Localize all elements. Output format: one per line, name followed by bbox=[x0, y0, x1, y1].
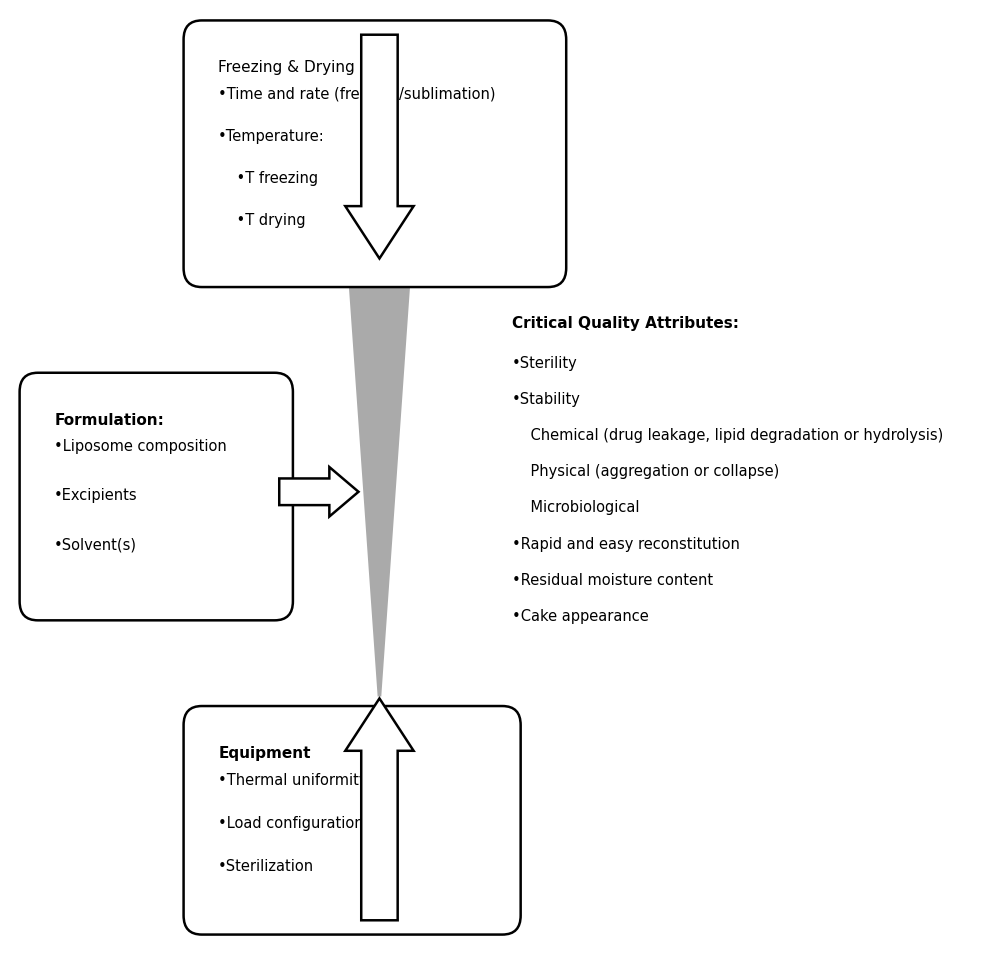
Text: •Sterilization: •Sterilization bbox=[218, 860, 314, 874]
FancyArrow shape bbox=[279, 467, 358, 517]
Text: Microbiological: Microbiological bbox=[511, 500, 638, 516]
Text: •Liposome composition: •Liposome composition bbox=[54, 439, 226, 455]
Text: Chemical (drug leakage, lipid degradation or hydrolysis): Chemical (drug leakage, lipid degradatio… bbox=[511, 428, 942, 443]
FancyBboxPatch shape bbox=[20, 372, 293, 621]
Text: Physical (aggregation or collapse): Physical (aggregation or collapse) bbox=[511, 464, 778, 479]
Text: Formulation:: Formulation: bbox=[54, 413, 164, 428]
FancyArrow shape bbox=[345, 34, 413, 259]
Text: Freezing & Drying: Freezing & Drying bbox=[218, 60, 355, 75]
Text: •Cake appearance: •Cake appearance bbox=[511, 609, 647, 624]
Text: •Solvent(s): •Solvent(s) bbox=[54, 538, 137, 553]
Text: •T drying: •T drying bbox=[218, 213, 306, 228]
Text: •Residual moisture content: •Residual moisture content bbox=[511, 573, 712, 587]
Text: •T freezing: •T freezing bbox=[218, 171, 318, 186]
Text: •Sterility: •Sterility bbox=[511, 355, 577, 371]
Text: •Load configuration: •Load configuration bbox=[218, 816, 364, 831]
Text: Critical Quality Attributes:: Critical Quality Attributes: bbox=[511, 315, 737, 330]
Text: •Temperature:: •Temperature: bbox=[218, 129, 325, 144]
Text: •Excipients: •Excipients bbox=[54, 488, 137, 503]
Text: •Stability: •Stability bbox=[511, 392, 580, 407]
Polygon shape bbox=[348, 268, 411, 696]
Text: •Time and rate (freezing/sublimation): •Time and rate (freezing/sublimation) bbox=[218, 87, 495, 102]
Text: •Rapid and easy reconstitution: •Rapid and easy reconstitution bbox=[511, 537, 738, 552]
FancyBboxPatch shape bbox=[183, 706, 520, 935]
Text: Equipment: Equipment bbox=[218, 746, 311, 761]
FancyArrow shape bbox=[345, 698, 413, 921]
FancyBboxPatch shape bbox=[183, 20, 566, 287]
Text: •Thermal uniformity: •Thermal uniformity bbox=[218, 773, 368, 788]
